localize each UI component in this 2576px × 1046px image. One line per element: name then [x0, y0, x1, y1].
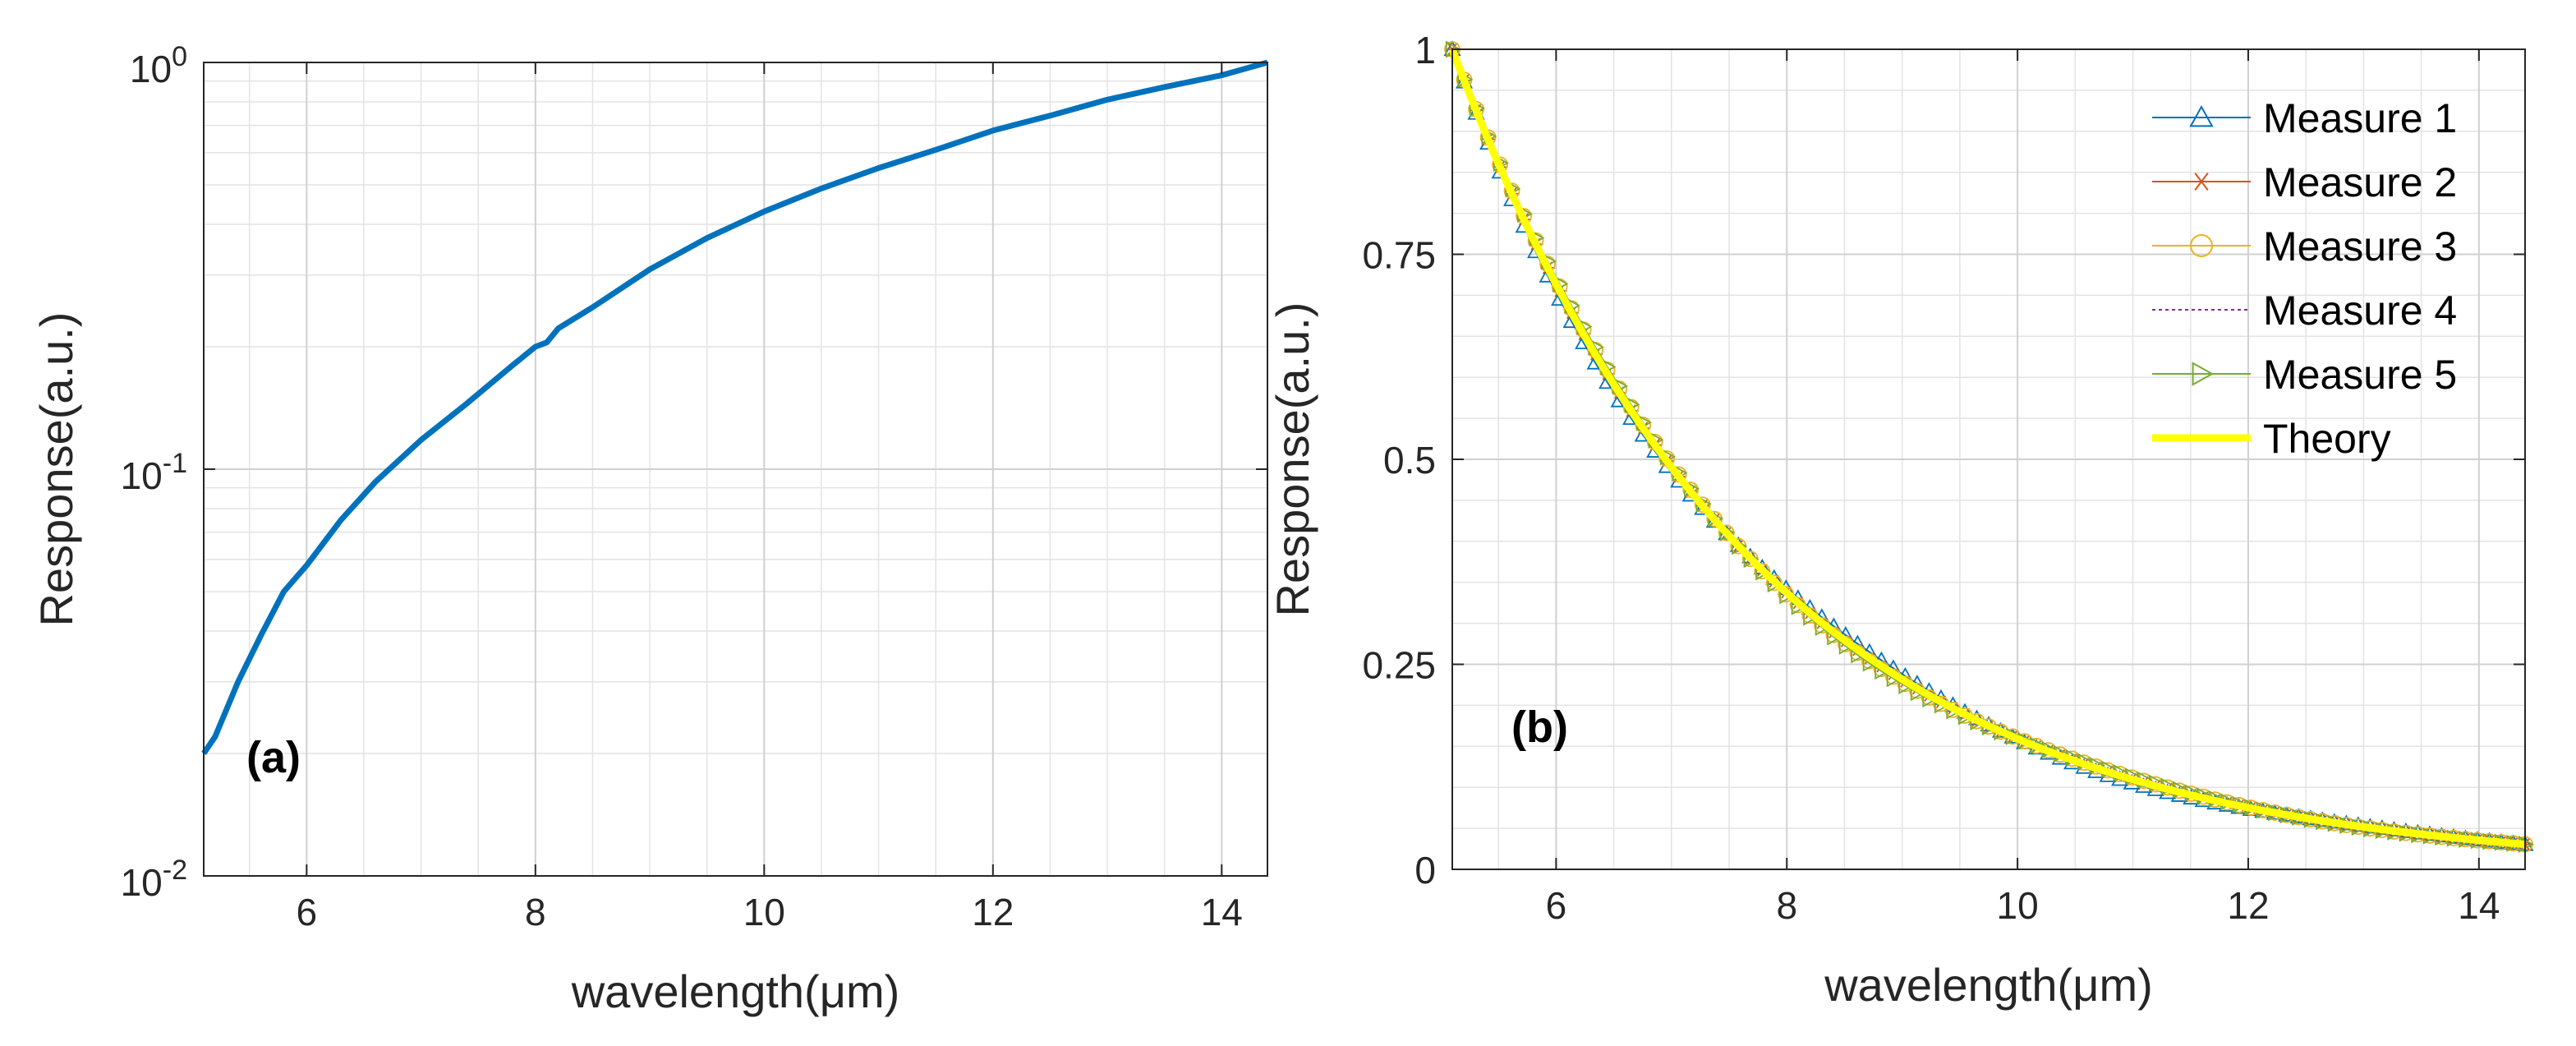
chart-b-panel-label: (b)	[1511, 703, 1568, 752]
x-tick-label: 10	[1997, 884, 2039, 927]
chart-b-plot-area	[1443, 40, 2534, 854]
legend-label: Measure 3	[2263, 223, 2457, 270]
x-tick-label: 10	[743, 891, 785, 933]
y-tick-label: 0.5	[1383, 439, 1436, 482]
legend-entry: Measure 4	[2152, 288, 2457, 334]
legend-label: Theory	[2263, 416, 2391, 462]
chart-b-ticks: 6 8 10 12 14 0 0.25 0.5 0.75 1	[1362, 29, 2525, 927]
legend-entry: Theory	[2152, 416, 2391, 462]
series-theory	[1448, 48, 2526, 848]
legend-label: Measure 2	[2263, 159, 2457, 205]
chart-a-xlabel: wavelength(μm)	[571, 965, 900, 1017]
chart-b-xlabel: wavelength(μm)	[1824, 959, 2153, 1011]
x-tick-label: 12	[972, 891, 1014, 933]
x-tick-label: 8	[1776, 884, 1797, 927]
y-tick-label: 0.75	[1362, 234, 1436, 277]
legend-label: Measure 5	[2263, 352, 2457, 398]
x-tick-label: 14	[2458, 884, 2500, 927]
chart-a-ticks: 6 8 10 12 14 10-2 10-1 100	[121, 41, 1267, 933]
legend-marker	[2191, 173, 2212, 191]
legend-label: Measure 1	[2263, 95, 2457, 141]
chart-b-legend: Measure 1 Measure 2 Measure 3 Measure 4 Meas…	[2152, 95, 2457, 462]
chart-a: 6 8 10 12 14 10-2 10-1 100 wavelength(μm) Respo…	[30, 41, 1268, 1017]
y-tick-label: 1	[1414, 29, 1436, 71]
legend-label: Measure 4	[2263, 288, 2457, 334]
y-tick-label: 0	[1414, 849, 1436, 892]
chart-b-ylabel: Response(a.u.)	[1267, 302, 1318, 617]
legend-entry: Measure 3	[2152, 223, 2457, 270]
y-tick-label: 10-2	[121, 855, 187, 904]
chart-b: 6 8 10 12 14 0 0.25 0.5 0.75 1 wavelength(μm) Res…	[1267, 29, 2534, 1011]
y-tick-label: 10-1	[121, 448, 187, 497]
chart-a-grid	[204, 62, 1267, 877]
x-tick-label: 12	[2227, 884, 2269, 927]
legend-marker	[2189, 104, 2214, 127]
x-tick-label: 14	[1201, 891, 1243, 933]
chart-a-plot-area	[201, 59, 1268, 755]
legend-entry: Measure 2	[2152, 159, 2457, 205]
x-tick-label: 6	[1546, 884, 1567, 927]
legend-marker	[2190, 234, 2213, 257]
asterisk-stroke	[2194, 173, 2209, 191]
y-tick-label: 100	[130, 41, 187, 90]
x-tick-label: 6	[297, 891, 318, 933]
legend-entry: Measure 5	[2152, 352, 2457, 398]
y-tick-label: 0.25	[1362, 644, 1436, 687]
chart-a-panel-label: (a)	[246, 733, 301, 782]
series-marker	[1765, 574, 1782, 592]
chart-a-ylabel: Response(a.u.)	[30, 312, 82, 627]
legend-entry: Measure 1	[2152, 95, 2457, 141]
series-line-response	[201, 59, 1268, 755]
x-tick-label: 8	[525, 891, 546, 933]
legend-marker	[2192, 362, 2215, 386]
